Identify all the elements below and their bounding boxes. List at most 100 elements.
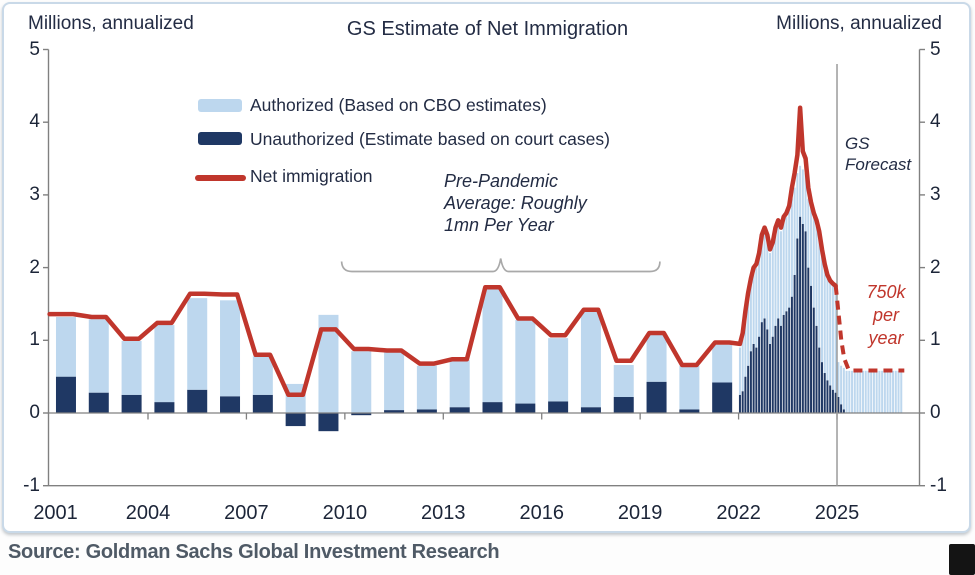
bar-unauthorized-monthly [829,385,832,413]
pre-pandemic-brace [340,258,661,273]
bar-unauthorized-annual [220,396,241,413]
bar-authorized-monthly [812,216,815,308]
y-tick-label-right: 3 [930,183,941,205]
750k-line1: 750k [866,282,906,302]
bar-forecast [881,370,884,413]
legend-unauthorized-swatch [198,132,242,145]
gs-forecast-line2: Forecast [845,155,912,174]
bar-unauthorized-monthly [749,351,752,413]
bar-unauthorized-annual [580,407,601,413]
bar-unauthorized-monthly [790,296,793,413]
bar-unauthorized-monthly [763,318,766,413]
bar-forecast [883,370,886,413]
bar-unauthorized-monthly [799,216,802,413]
chart-title: GS Estimate of Net Immigration [346,18,629,40]
bar-authorized-monthly [769,253,772,344]
bar-unauthorized-monthly [834,392,837,413]
y-tick-label-left: -1 [23,474,40,496]
bar-authorized-monthly [815,223,818,326]
bar-unauthorized-monthly [801,223,804,413]
bar-unauthorized-monthly [796,238,799,413]
bar-unauthorized-annual [318,413,339,432]
bar-forecast [864,370,867,413]
bar-authorized-annual [548,338,569,402]
bar-forecast [845,370,848,413]
x-tick-label: 2022 [716,502,761,524]
x-tick-label: 2007 [224,502,269,524]
bar-authorized-annual [679,365,700,410]
bar-unauthorized-monthly [810,285,813,413]
bar-unauthorized-monthly [793,274,796,413]
bar-unauthorized-monthly [818,347,821,413]
bar-authorized-monthly [831,285,834,390]
chart-panel [2,2,971,533]
x-tick-label: 2019 [617,502,663,524]
bar-forecast [853,370,856,413]
bar-unauthorized-annual [88,392,109,413]
bar-forecast [878,370,881,413]
bar-unauthorized-monthly [804,231,807,413]
bar-authorized-annual [416,365,437,410]
left-axis-units-label: Millions, annualized [28,13,194,34]
bar-unauthorized-monthly [812,307,815,413]
bar-forecast [861,370,864,413]
bar-unauthorized-annual [351,413,372,416]
bar-authorized-monthly [826,278,829,381]
bar-authorized-monthly [752,271,755,344]
bar-unauthorized-annual [252,394,273,413]
bar-authorized-monthly [777,223,780,319]
bar-forecast [897,370,900,413]
bar-authorized-annual [318,314,339,413]
bar-authorized-monthly [758,256,761,337]
bar-authorized-annual [154,325,175,403]
pre-pandemic-line2: Average: Roughly [444,193,587,213]
bar-authorized-annual [449,359,470,408]
pre-pandemic-line1: Pre-Pandemic [444,171,559,191]
y-tick-label-right: 2 [930,256,941,278]
bar-authorized-monthly [782,220,785,315]
bar-authorized-annual [613,365,634,398]
bar-forecast [875,370,878,413]
bar-forecast [872,370,875,413]
y-tick-label-left: 3 [29,183,40,205]
bar-authorized-monthly [790,198,793,297]
bar-authorized-monthly [829,282,832,386]
bar-authorized-annual [252,356,273,395]
bar-unauthorized-monthly [826,380,829,413]
bar-authorized-annual [121,341,142,395]
bar-authorized-monthly [763,231,766,319]
legend-authorized-swatch [198,99,242,112]
bar-forecast [867,370,870,413]
bar-unauthorized-monthly [815,325,818,413]
bar-unauthorized-monthly [777,318,780,413]
y-tick-label-right: 4 [930,111,941,133]
bar-authorized-annual [515,319,536,404]
bar-forecast [894,370,897,413]
bar-authorized-annual [580,311,601,408]
bar-unauthorized-annual [121,394,142,413]
bar-forecast [859,370,862,413]
bar-unauthorized-monthly [738,394,741,413]
bar-unauthorized-monthly [744,376,747,413]
gs-forecast-line1: GS [845,134,870,153]
bar-unauthorized-monthly [840,404,843,413]
bar-unauthorized-monthly [771,336,774,413]
bar-unauthorized-annual [515,403,536,413]
bar-forecast [856,370,859,413]
750k-per-year-annotation: 750k per year [849,281,923,350]
bar-unauthorized-monthly [758,336,761,413]
bar-authorized-monthly [741,336,744,392]
x-tick-label: 2004 [125,502,171,524]
bar-authorized-annual [384,351,405,411]
bar-forecast [900,370,903,413]
bar-unauthorized-annual [679,409,700,413]
bar-unauthorized-annual [154,402,175,413]
bar-authorized-monthly [779,231,782,326]
bar-authorized-annual [646,334,667,382]
bar-authorized-monthly [760,238,763,323]
y-tick-label-left: 1 [29,329,40,351]
pre-pandemic-annotation: Pre-Pandemic Average: Roughly 1mn Per Ye… [444,170,587,236]
bar-authorized-monthly [810,205,813,286]
bar-forecast [892,370,895,413]
